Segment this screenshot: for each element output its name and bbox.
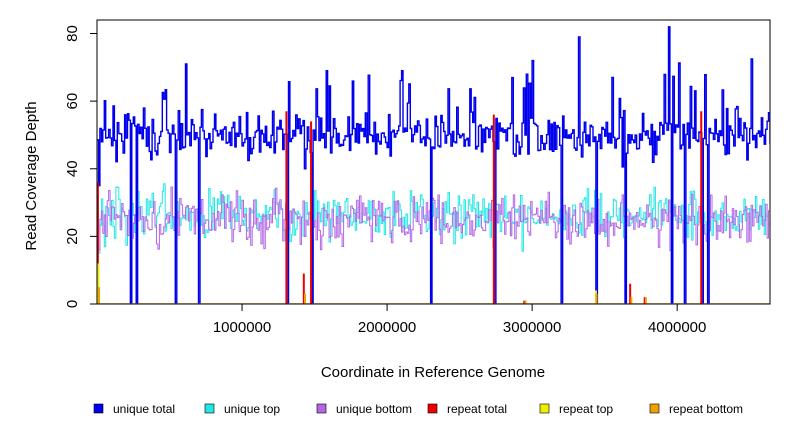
series-layer bbox=[97, 26, 770, 304]
legend-swatch bbox=[93, 403, 104, 414]
x-axis: 1000000 2000000 3000000 4000000 bbox=[213, 304, 706, 336]
x-tick-label: 4000000 bbox=[648, 319, 706, 336]
legend-item-unique-bottom: unique bottom bbox=[316, 402, 412, 416]
legend-item-unique-total: unique total bbox=[93, 402, 175, 416]
legend-swatch bbox=[649, 403, 660, 414]
legend-item-repeat-total: repeat total bbox=[427, 402, 507, 416]
legend-label: repeat bottom bbox=[669, 402, 743, 416]
legend-label: repeat total bbox=[447, 402, 507, 416]
y-tick-label: 20 bbox=[64, 228, 81, 245]
legend-label: repeat top bbox=[559, 402, 613, 416]
y-axis-label: Read Coverage Depth bbox=[23, 101, 40, 250]
x-tick-label: 3000000 bbox=[503, 319, 561, 336]
series-line-unique-total bbox=[97, 26, 770, 304]
legend-item-repeat-top: repeat top bbox=[539, 402, 613, 416]
y-tick-label: 60 bbox=[64, 93, 81, 110]
legend-label: unique top bbox=[224, 402, 280, 416]
series-line-unique-bottom bbox=[97, 186, 770, 304]
x-tick-label: 2000000 bbox=[358, 319, 416, 336]
legend-swatch bbox=[427, 403, 438, 414]
legend-item-unique-top: unique top bbox=[204, 402, 280, 416]
series-line-unique-top bbox=[97, 183, 770, 304]
y-tick-label: 40 bbox=[64, 160, 81, 177]
legend-swatch bbox=[539, 403, 550, 414]
legend-label: unique total bbox=[113, 402, 175, 416]
legend-item-repeat-bottom: repeat bottom bbox=[649, 402, 743, 416]
y-tick-label: 0 bbox=[64, 300, 81, 308]
x-axis-label: Coordinate in Reference Genome bbox=[321, 364, 545, 381]
x-tick-label: 1000000 bbox=[213, 319, 271, 336]
repeat-layer bbox=[97, 111, 770, 304]
legend-swatch bbox=[204, 403, 215, 414]
legend-label: unique bottom bbox=[336, 402, 412, 416]
y-tick-label: 80 bbox=[64, 25, 81, 42]
legend-swatch bbox=[316, 403, 327, 414]
y-axis: 0 20 40 60 80 bbox=[64, 25, 97, 308]
legend: unique total unique top unique bottom repea… bbox=[93, 402, 743, 416]
plot-frame bbox=[96, 19, 771, 305]
